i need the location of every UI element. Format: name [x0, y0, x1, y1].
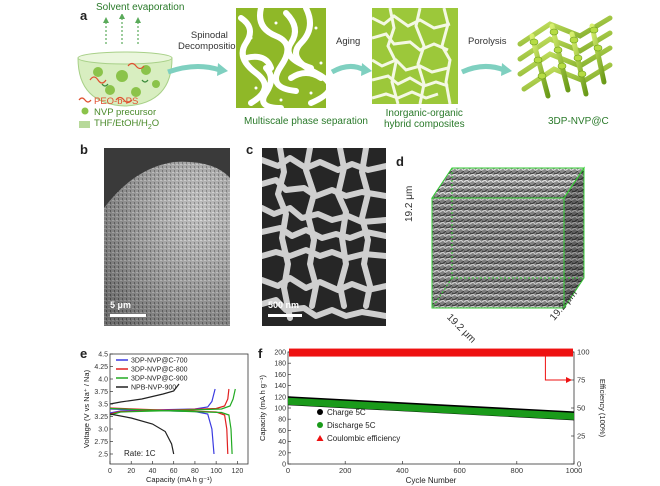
panel-label-d: d	[396, 154, 404, 169]
x-tick-label: 120	[232, 468, 244, 475]
y-tick-label: 120	[274, 394, 286, 401]
phase-separation-image	[236, 8, 326, 108]
scale-label-b: 5 μm	[110, 300, 132, 310]
y-axis-label: Voltage (V vs Na⁺ / Na)	[84, 369, 91, 448]
y-tick-label: 2.75	[94, 439, 108, 446]
legend-marker	[317, 422, 323, 428]
y2-tick-label: 75	[577, 376, 585, 385]
y-tick-label: 160	[274, 372, 286, 379]
y-tick-label: 20	[278, 450, 286, 457]
y-tick-label: 80	[278, 417, 286, 424]
y-tick-label: 3.75	[94, 389, 108, 396]
step-aging-label: Aging	[336, 36, 361, 47]
caption-hybrid: Inorganic-organic hybrid composites	[384, 108, 465, 130]
series-line-charge	[109, 388, 236, 416]
y-tick-label: 0	[282, 462, 286, 469]
x-tick-label: 100	[210, 468, 222, 475]
rate-annotation: Rate: 1C	[124, 449, 156, 458]
legend-marker	[317, 409, 323, 415]
panel-label-e: e	[80, 346, 88, 361]
efficiency-series	[289, 348, 573, 357]
panel-label-f: f	[258, 346, 263, 361]
x-tick-label: 200	[339, 466, 352, 475]
arrow-porolysis-icon	[460, 63, 512, 76]
y2-tick-label: 50	[577, 404, 585, 413]
y-tick-label: 100	[274, 406, 286, 413]
x-tick-label: 800	[511, 466, 524, 475]
legend-peo-label: PEO-b-PS	[94, 96, 139, 107]
efficiency-arrow	[544, 356, 566, 381]
y-tick-label: 3.25	[94, 414, 108, 421]
x-tick-label: 60	[170, 468, 178, 475]
step-porolysis-label: Porolysis	[468, 36, 507, 47]
micelle-solution-illustration	[77, 14, 173, 107]
scale-label-c: 500 nm	[268, 300, 300, 310]
sem-image-b	[104, 148, 230, 326]
arrow-aging-icon	[330, 63, 372, 76]
x-tick-label: 20	[127, 468, 135, 475]
x-tick-label: 40	[149, 468, 157, 475]
legend-entry: 3DP-NVP@C-900	[131, 376, 188, 383]
y2-tick-label: 100	[577, 348, 590, 357]
series-line-discharge	[109, 408, 215, 455]
efficiency-arrowhead	[566, 377, 572, 383]
step-spinodal-label: Spinodal Decomposition	[178, 30, 241, 52]
y-tick-label: 2.5	[98, 452, 108, 459]
series-line-discharge	[109, 407, 229, 455]
caption-3dp-nvp: 3DP-NVP@C	[548, 116, 609, 127]
series-line-charge	[109, 383, 180, 405]
x-tick-label: 1000	[566, 466, 583, 475]
tomography-cube	[431, 166, 585, 310]
lattice-3d-image	[517, 15, 613, 99]
y-tick-label: 40	[278, 439, 286, 446]
y-tick-label: 200	[274, 350, 286, 357]
y-tick-label: 4.5	[98, 352, 108, 359]
x-axis-label: Capacity (mA h g⁻¹)	[146, 475, 213, 484]
legend-entry: Coulombic efficiency	[327, 434, 400, 443]
y2-axis-label: Efficiency (100%)	[598, 379, 607, 438]
y-tick-label: 4.0	[98, 377, 108, 384]
legend-entry: NPB-NVP-900	[131, 385, 176, 392]
legend-entry: Charge 5C	[327, 408, 366, 417]
legend-entry: 3DP-NVP@C-700	[131, 358, 188, 365]
x-tick-label: 400	[396, 466, 409, 475]
x-tick-label: 80	[191, 468, 199, 475]
sem-image-c	[262, 148, 386, 326]
x-axis-label: Cycle Number	[406, 476, 457, 485]
dim-label-height: 19.2 μm	[404, 185, 415, 222]
y2-tick-label: 25	[577, 432, 585, 441]
y-tick-label: 180	[274, 361, 286, 368]
hybrid-composite-image	[372, 8, 458, 104]
legend-entry: Discharge 5C	[327, 421, 376, 430]
y-tick-label: 3.0	[98, 427, 108, 434]
x-tick-label: 0	[108, 468, 112, 475]
capacity-series	[288, 397, 574, 420]
caption-phase-separation: Multiscale phase separation	[244, 116, 368, 127]
legend-solvent-label: THF/EtOH/H2O	[94, 118, 160, 131]
panel-label-c: c	[246, 142, 254, 157]
y-tick-label: 60	[278, 428, 286, 435]
legend-nvp-label: NVP precursor	[94, 107, 157, 118]
y-axis-label: Capacity (mA h g⁻¹)	[258, 374, 267, 441]
panel-label-a: a	[80, 8, 88, 23]
chart-f-cycling: 0 200 400 600 800 100002040608010012014016018…	[258, 348, 607, 486]
y-tick-label: 140	[274, 383, 286, 390]
legend-marker	[316, 435, 324, 441]
y-tick-label: 4.25	[94, 364, 108, 371]
y-tick-label: 3.5	[98, 402, 108, 409]
chart-e-voltage: 0 20 40 60 80 100 120 2.5 2.75 3.0 3.25 3.5 3.75 4.0 4…	[84, 352, 249, 484]
panel-label-b: b	[80, 142, 88, 157]
legend-icons	[78, 97, 92, 128]
y2-tick-label: 0	[577, 460, 581, 469]
solvent-evaporation-label: Solvent evaporation	[96, 2, 185, 13]
x-tick-label: 600	[453, 466, 466, 475]
series-line-discharge	[109, 407, 233, 455]
legend-entry: 3DP-NVP@C-800	[131, 367, 188, 374]
x-tick-label: 0	[286, 466, 290, 475]
series-line-discharge	[109, 413, 175, 455]
arrow-spinodal-icon	[167, 63, 228, 76]
